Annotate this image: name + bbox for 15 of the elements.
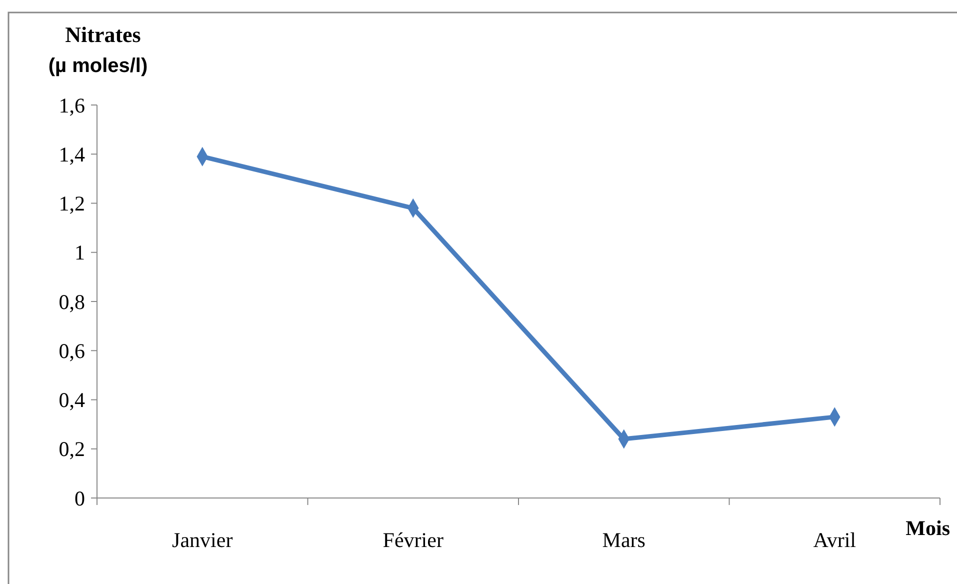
y-tick-label: 1,6 (58, 93, 85, 118)
y-tick-label: 1,2 (58, 192, 85, 216)
x-tick-label: Janvier (172, 528, 233, 552)
y-axis-title: Nitrates (µ moles/l) (48, 22, 148, 77)
y-tick-label: 0,6 (58, 338, 85, 363)
y-tick-label: 1,4 (58, 142, 86, 166)
x-tick-label: Avril (813, 528, 856, 552)
x-tick-label: Février (382, 528, 444, 552)
x-axis-title: Mois (906, 516, 950, 540)
y-tick-label: 0,4 (58, 388, 86, 412)
y-tick-label: 0 (74, 486, 85, 510)
x-tick-label: Mars (602, 528, 646, 552)
y-tick-label: 0,8 (58, 290, 85, 314)
y-tick-label: 0,2 (58, 437, 85, 462)
y-tick-label: 1 (74, 240, 85, 265)
